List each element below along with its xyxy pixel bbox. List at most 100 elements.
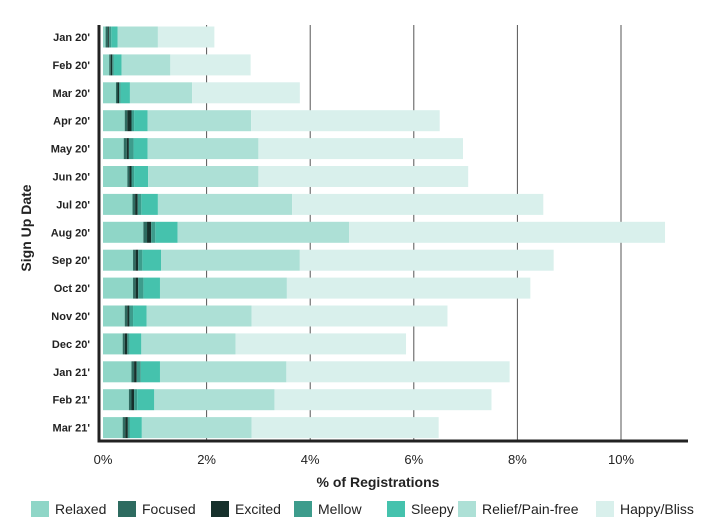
x-tick-label: 2% [197,452,216,467]
bar-apr-20-sleepy [134,110,148,132]
bar-may-20-happy-bliss [258,138,464,160]
bar-jan-20-focused [105,26,109,48]
bar-jun-20-mellow [131,166,135,187]
bar-feb-21-relief-pain-free [154,389,275,411]
bar-mar-21-focused [122,417,126,439]
bar-jun-20-relaxed [103,166,128,187]
bar-aug-20-happy-bliss [349,221,666,243]
category-label: Aug 20' [51,227,91,239]
bar-sep-20-mellow [138,249,143,271]
bar-oct-20-sleepy [143,277,160,299]
bar-jan-20-happy-bliss [157,26,215,48]
category-label: May 20' [51,144,91,156]
bar-feb-21-relaxed [103,389,129,411]
category-label: Nov 20' [51,311,90,323]
bar-nov-20-sleepy [133,305,147,327]
bar-dec-20-happy-bliss [235,333,407,355]
bar-jun-20-excited [129,166,132,187]
bar-apr-20-excited [127,110,132,132]
category-label: Jun 20' [53,172,91,184]
bar-apr-20-relief-pain-free [147,110,252,132]
bar-jun-20-focused [127,166,130,187]
bar-mar-20-happy-bliss [192,82,300,104]
category-label: Apr 20' [53,116,90,128]
legend-label-relaxed: Relaxed [55,501,106,517]
x-tick-labels: 0% 2% 4% 6% 8% 10% [94,452,635,467]
bar-jan-21-mellow [136,361,141,383]
x-tick-label: 6% [404,452,423,467]
bar-nov-20-relaxed [103,305,125,327]
bar-jul-20-excited [135,193,138,215]
legend-swatch-sleepy [387,501,405,517]
x-tick-label: 4% [301,452,320,467]
legend-swatch-relaxed [31,501,49,517]
bar-jul-20-sleepy [141,193,158,215]
bar-jul-20-focused [132,193,136,215]
bar-jan-21-excited [134,361,137,383]
bar-nov-20-excited [127,305,130,327]
bar-oct-20-excited [135,277,139,299]
bar-jan-20-relaxed [103,26,106,48]
bar-feb-20-focused [109,54,111,76]
category-label: Jan 20' [53,32,90,44]
bar-feb-21-sleepy [137,389,155,411]
bar-may-20-mellow [128,138,134,160]
x-tick-label: 10% [608,452,634,467]
axes [97,25,688,443]
bar-feb-20-happy-bliss [170,54,251,76]
bar-mar-21-mellow [127,417,130,439]
bar-dec-20-sleepy [129,333,142,355]
bar-aug-20-relief-pain-free [177,221,350,243]
bar-jun-20-sleepy [134,166,149,187]
bar-may-20-relief-pain-free [147,138,259,160]
bar-jan-20-excited [108,26,110,48]
bar-apr-20-happy-bliss [251,110,440,132]
legend-swatch-relief-pain-free [458,501,476,517]
legend-swatch-happy-bliss [596,501,614,517]
bar-sep-20-sleepy [142,249,162,271]
bar-feb-20-relief-pain-free [121,54,171,76]
legend-label-happy-bliss: Happy/Bliss [620,501,694,517]
bar-oct-20-mellow [138,277,144,299]
bar-mar-21-relief-pain-free [141,417,252,439]
bar-jan-20-mellow [109,26,112,48]
legend: Relaxed Focused Excited Mellow Sleepy Relief/… [31,501,694,517]
legend-swatch-focused [118,501,136,517]
category-label: Dec 20' [52,339,90,351]
bar-feb-21-excited [131,389,135,411]
bar-feb-20-relaxed [103,54,110,76]
bar-may-20-sleepy [133,138,148,160]
y-axis-title: Sign Up Date [18,184,34,271]
legend-label-focused: Focused [142,501,196,517]
bar-may-20-relaxed [103,138,124,160]
bar-mar-20-sleepy [120,82,130,104]
bar-sep-20-relaxed [103,249,134,271]
bar-nov-20-happy-bliss [251,305,448,327]
bar-jul-20-mellow [137,193,142,215]
x-tick-label: 0% [94,452,113,467]
bar-jan-21-happy-bliss [286,361,510,383]
bar-apr-20-focused [124,110,128,132]
bar-aug-20-relaxed [103,221,144,243]
bar-feb-20-sleepy [113,54,122,76]
bar-feb-21-mellow [134,389,138,411]
category-label: Oct 20' [54,283,91,295]
bar-jul-20-happy-bliss [292,193,544,215]
bar-mar-21-excited [125,417,128,439]
bars [103,26,666,439]
bar-jan-21-relaxed [103,361,132,383]
bar-jan-20-relief-pain-free [117,26,158,48]
bar-nov-20-focused [124,305,128,327]
bar-sep-20-relief-pain-free [161,249,300,271]
category-label: Feb 20' [53,60,91,72]
bar-nov-20-relief-pain-free [146,305,252,327]
legend-label-mellow: Mellow [318,501,362,517]
bar-oct-20-focused [133,277,136,299]
bar-aug-20-focused [143,221,148,243]
legend-swatch-excited [211,501,229,517]
bar-oct-20-relaxed [103,277,134,299]
bar-aug-20-excited [147,221,152,243]
bar-may-20-focused [123,138,127,160]
category-labels: Jan 20' Feb 20' Mar 20' Apr 20' May 20' Jun 2… [51,32,91,435]
bar-oct-20-relief-pain-free [159,277,287,299]
